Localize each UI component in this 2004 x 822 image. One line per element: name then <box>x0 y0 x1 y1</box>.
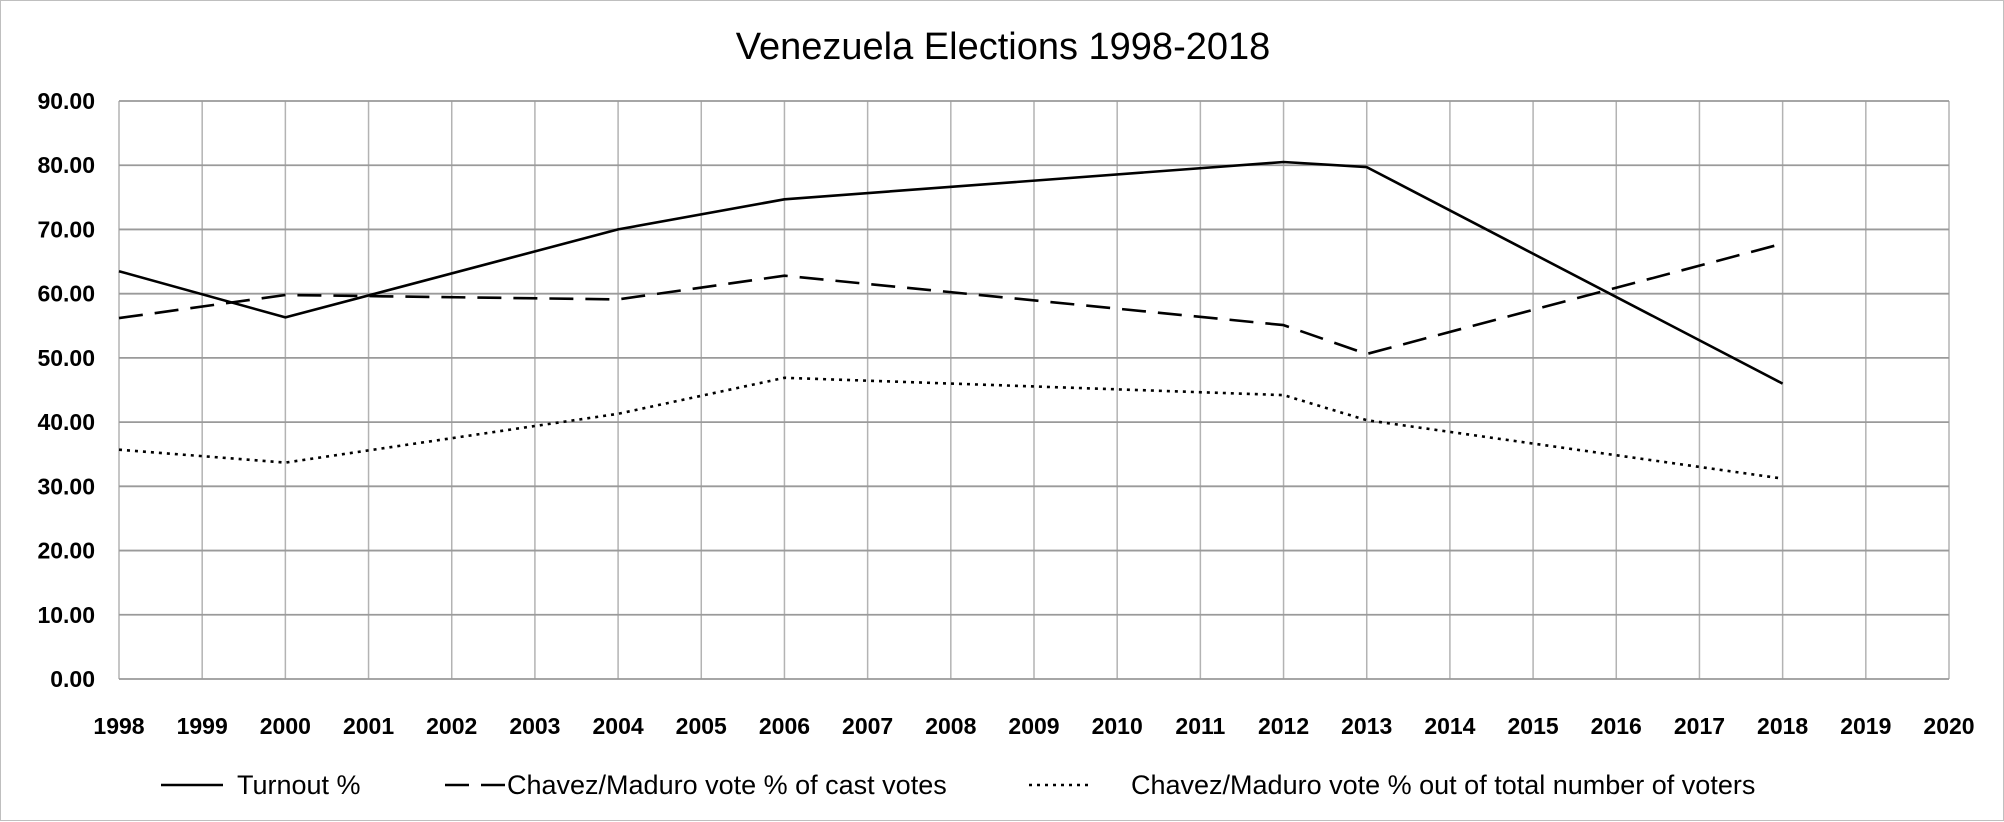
data-point <box>1780 241 1786 247</box>
legend-item: Chavez/Maduro vote % out of total number… <box>1029 770 1755 800</box>
data-point <box>1364 351 1370 357</box>
data-point <box>1364 417 1370 423</box>
x-tick-label: 2001 <box>343 713 394 739</box>
x-tick-label: 2003 <box>509 713 560 739</box>
series-line <box>118 160 1784 385</box>
y-tick-label: 10.00 <box>37 602 95 628</box>
y-tick-label: 80.00 <box>37 152 95 178</box>
data-point <box>116 268 122 274</box>
data-point <box>1281 392 1287 398</box>
legend-item: Chavez/Maduro vote % of cast votes <box>445 770 947 800</box>
x-tick-label: 2012 <box>1258 713 1309 739</box>
series-solid <box>116 159 1786 387</box>
series-layer <box>116 159 1786 482</box>
legend-label: Turnout % <box>237 770 361 800</box>
y-tick-label: 30.00 <box>37 473 95 499</box>
data-point <box>1281 322 1287 328</box>
x-tick-label: 2006 <box>759 713 810 739</box>
series-line <box>118 376 1783 480</box>
data-point <box>282 460 288 466</box>
data-point <box>116 315 122 321</box>
y-tick-label: 60.00 <box>37 281 95 307</box>
data-point <box>781 196 787 202</box>
data-point <box>282 314 288 320</box>
data-point <box>1281 159 1287 165</box>
legend: Turnout % Chavez/Maduro vote % of cast vo… <box>161 770 1755 800</box>
x-tick-label: 2005 <box>676 713 727 739</box>
x-tick-label: 2018 <box>1757 713 1808 739</box>
data-point <box>1780 381 1786 387</box>
data-point <box>781 273 787 279</box>
chart-title: Venezuela Elections 1998-2018 <box>736 26 1271 68</box>
legend-label: Chavez/Maduro vote % out of total number… <box>1131 770 1755 800</box>
x-tick-label: 2020 <box>1923 713 1974 739</box>
data-point <box>615 411 621 417</box>
y-tick-label: 40.00 <box>37 409 95 435</box>
legend-label: Chavez/Maduro vote % of cast votes <box>507 770 947 800</box>
x-tick-label: 2017 <box>1674 713 1725 739</box>
grid-layer <box>118 100 1950 680</box>
x-tick-label: 2019 <box>1840 713 1891 739</box>
x-tick-label: 2002 <box>426 713 477 739</box>
x-tick-label: 2010 <box>1092 713 1143 739</box>
series-dashed <box>116 241 1786 357</box>
x-tick-label: 1998 <box>93 713 144 739</box>
x-tick-label: 2004 <box>593 713 644 739</box>
series-dotted <box>116 375 1786 482</box>
data-point <box>116 447 122 453</box>
x-tick-label: 2007 <box>842 713 893 739</box>
data-point <box>781 375 787 381</box>
data-point <box>615 226 621 232</box>
x-tick-label: 2016 <box>1591 713 1642 739</box>
x-tick-label: 2008 <box>925 713 976 739</box>
data-point <box>615 296 621 302</box>
legend-item: Turnout % <box>161 770 361 800</box>
tick-layer: 1998 1999 2000 2001 2002 2003 2004 2005 2006 2007… <box>37 88 1974 739</box>
x-tick-label: 2011 <box>1175 713 1225 739</box>
x-tick-label: 2000 <box>260 713 311 739</box>
data-point <box>282 292 288 298</box>
data-point <box>1364 164 1370 170</box>
x-tick-label: 1999 <box>177 713 228 739</box>
y-tick-label: 0.00 <box>50 666 95 692</box>
x-tick-label: 2013 <box>1341 713 1392 739</box>
y-tick-label: 90.00 <box>37 88 95 114</box>
y-tick-label: 50.00 <box>37 345 95 371</box>
data-point <box>1780 476 1786 482</box>
x-tick-label: 2014 <box>1424 713 1475 739</box>
series-line <box>118 242 1783 356</box>
x-tick-label: 2009 <box>1008 713 1059 739</box>
y-tick-label: 20.00 <box>37 538 95 564</box>
y-tick-label: 70.00 <box>37 216 95 242</box>
x-tick-label: 2015 <box>1508 713 1559 739</box>
